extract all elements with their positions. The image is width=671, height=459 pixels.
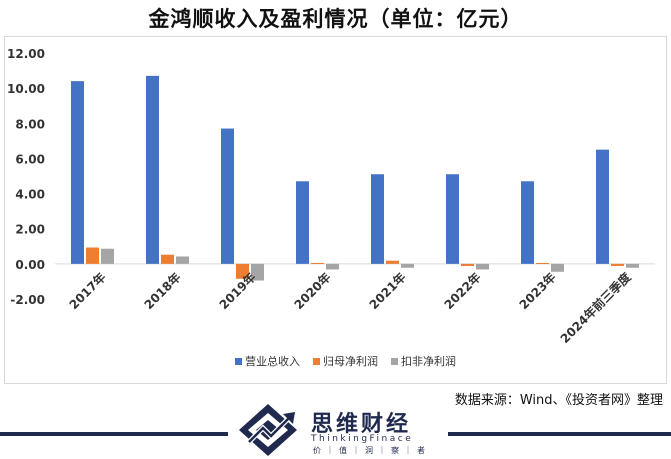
x-tick-label-7: 2024年前三季度 (557, 269, 634, 346)
y-tick-label-7: -2.00 (10, 293, 45, 307)
bar-0-5 (446, 174, 459, 264)
bar-2-5 (476, 263, 489, 270)
bar-2-3 (326, 263, 339, 270)
legend-label-2: 扣非净利润 (401, 354, 456, 368)
legend: 营业总收入 归母净利润 扣非净利润 (235, 354, 456, 368)
legend-swatch-1 (313, 358, 320, 365)
y-tick-label-0: 12.00 (7, 47, 45, 61)
bar-0-4 (371, 174, 384, 264)
x-axis-labels: 2017年 2018年 2019年 2020年 2021年 2022年 2023年 2024年… (66, 269, 634, 346)
x-tick-label-5: 2022年 (441, 269, 484, 312)
bar-1-6 (536, 262, 549, 264)
bar-2-4 (401, 263, 414, 268)
brand-logo-block: 思维财经 ThinkingFinace 价｜值｜洞｜察｜者 (233, 402, 443, 458)
bar-2-0 (101, 248, 114, 264)
bar-2-2 (251, 263, 264, 281)
y-tick-label-2: 8.00 (15, 117, 45, 131)
bar-1-2 (236, 263, 249, 279)
bar-1-4 (386, 260, 399, 264)
chart-title: 金鸿顺收入及盈利情况（单位：亿元） (148, 7, 523, 31)
bar-0-6 (521, 181, 534, 264)
bar-1-0 (86, 247, 99, 264)
footer-line-right (448, 432, 671, 436)
brand-english-name: ThinkingFinace (311, 434, 414, 444)
bar-0-3 (296, 181, 309, 264)
y-tick-label-1: 10.00 (7, 82, 45, 96)
bar-1-3 (311, 262, 324, 264)
x-tick-label-4: 2021年 (366, 269, 409, 312)
legend-swatch-0 (235, 358, 242, 365)
brand-logo-icon (239, 404, 297, 456)
y-tick-label-3: 6.00 (15, 152, 45, 166)
bar-0-2 (221, 128, 234, 264)
bar-2-6 (551, 263, 564, 272)
bar-chart: 12.00 10.00 8.00 6.00 4.00 2.00 0.00 -2.00 2017… (7, 47, 655, 368)
bar-1-7 (611, 263, 624, 266)
bar-1-1 (161, 254, 174, 264)
footer-line-left (0, 432, 228, 436)
x-tick-label-0: 2017年 (66, 269, 109, 312)
x-tick-label-1: 2018年 (141, 269, 184, 312)
y-tick-label-6: 0.00 (15, 258, 45, 272)
brand-motto: 价｜值｜洞｜察｜者 (313, 446, 430, 455)
y-axis-labels: 12.00 10.00 8.00 6.00 4.00 2.00 0.00 -2.00 (7, 47, 45, 307)
chart-area: 12.00 10.00 8.00 6.00 4.00 2.00 0.00 -2.00 2017… (4, 36, 667, 384)
legend-label-0: 营业总收入 (245, 354, 300, 368)
data-source-note: 数据来源：Wind、《投资者网》整理 (454, 393, 663, 408)
bars-group (71, 75, 639, 281)
brand-name: 思维财经 (311, 412, 412, 437)
legend-label-1: 归母净利润 (323, 354, 378, 368)
bar-2-7 (626, 263, 639, 268)
x-tick-label-3: 2020年 (291, 269, 334, 312)
bar-0-7 (596, 149, 609, 264)
bar-1-5 (461, 263, 474, 266)
x-tick-label-6: 2023年 (516, 269, 559, 312)
bar-2-1 (176, 256, 189, 264)
y-tick-label-5: 2.00 (15, 223, 45, 237)
y-tick-label-4: 4.00 (15, 188, 45, 202)
bar-0-0 (71, 81, 84, 264)
legend-swatch-2 (391, 358, 398, 365)
bar-0-1 (146, 75, 159, 264)
